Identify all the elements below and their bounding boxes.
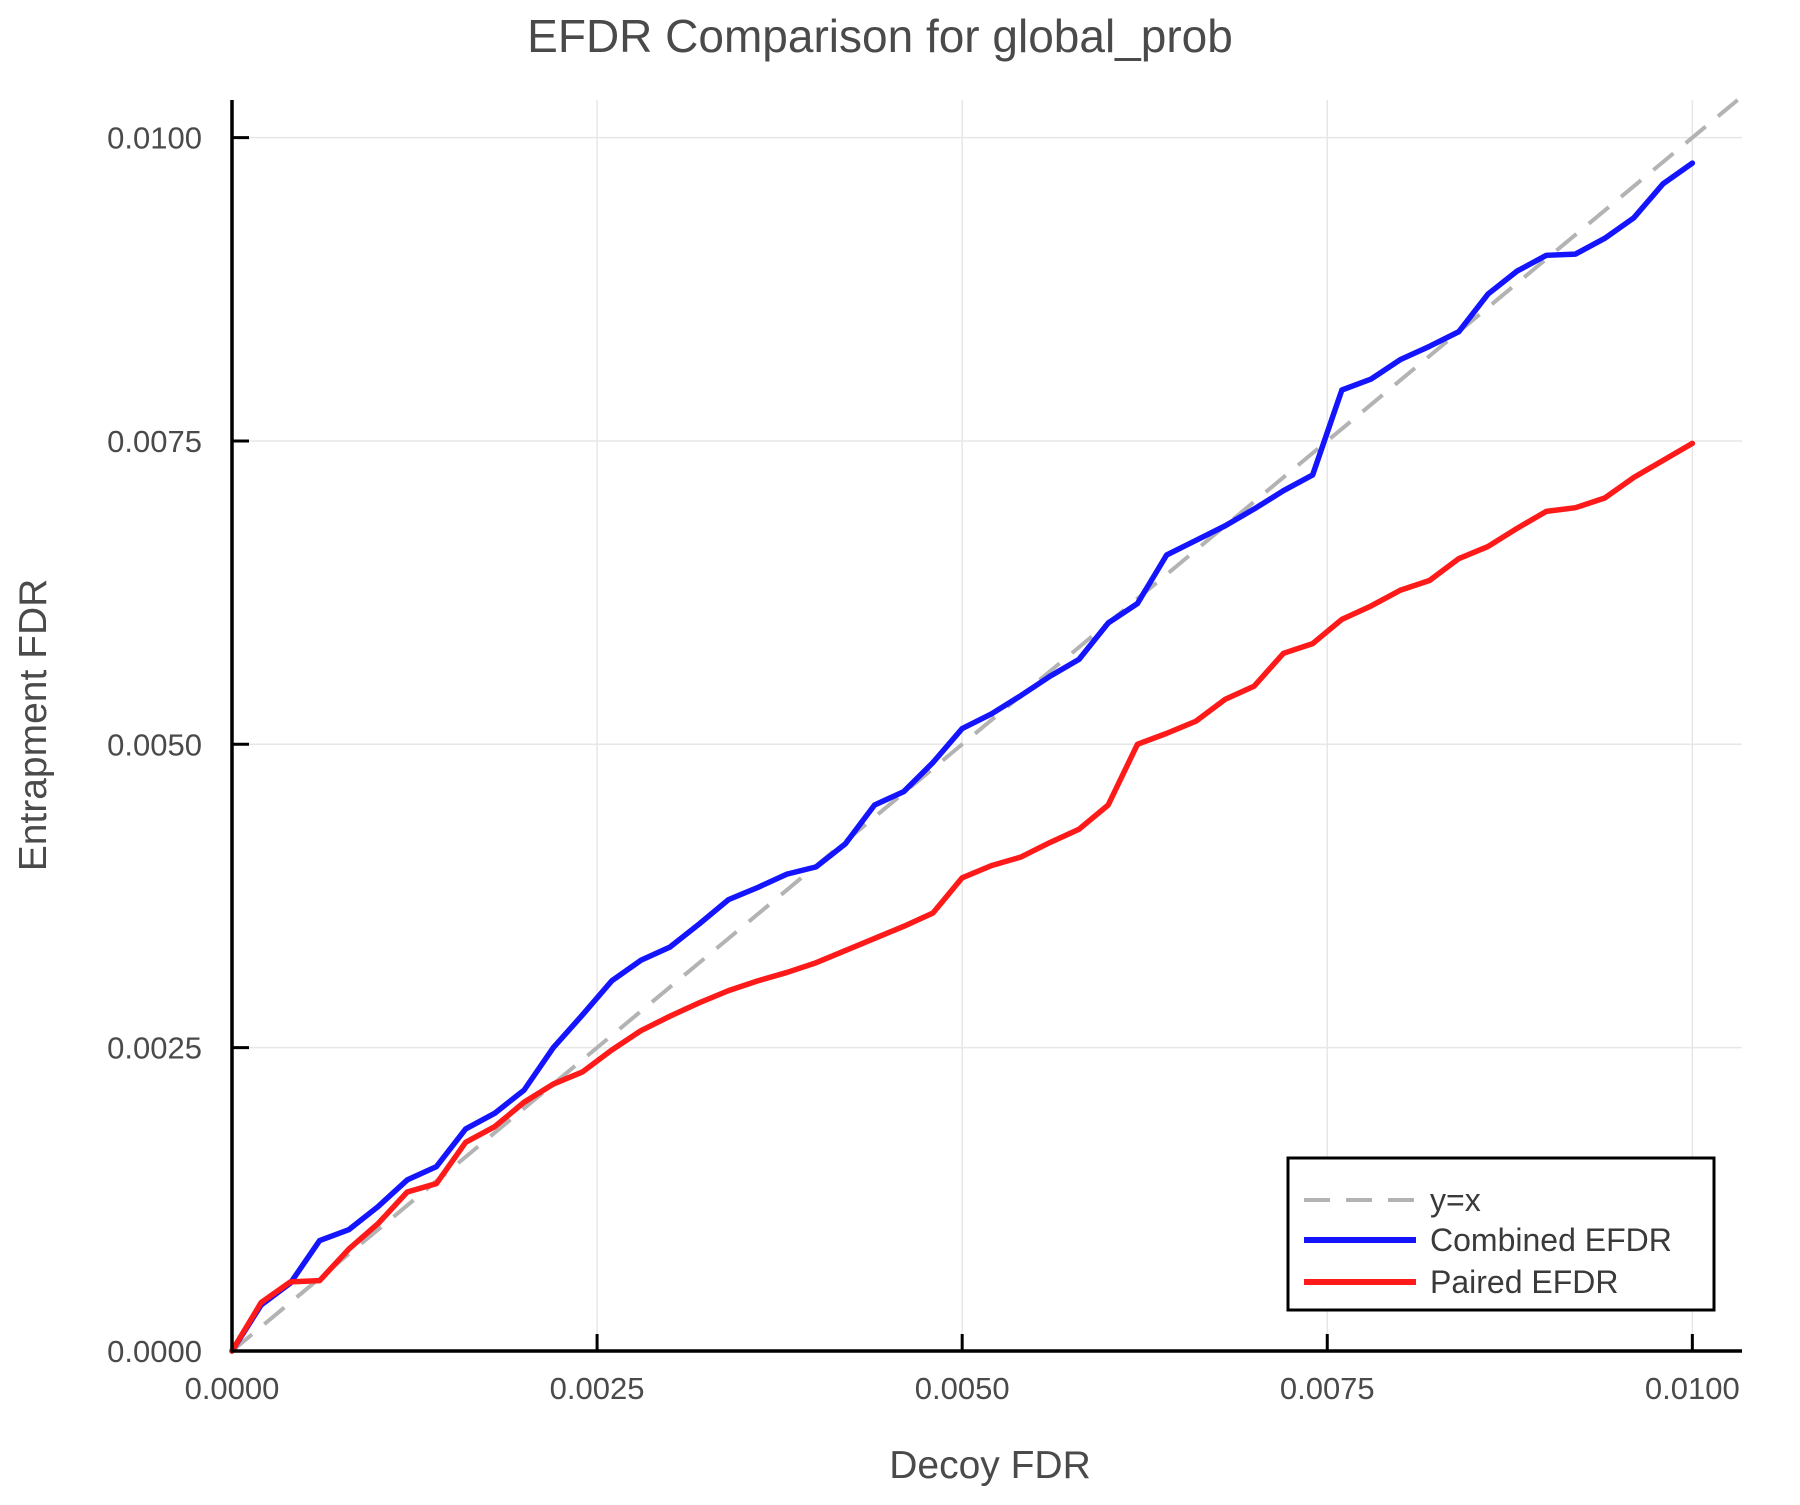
tick-mark-layer bbox=[230, 136, 1694, 1353]
y-axis-label: Entrapment FDR bbox=[12, 579, 55, 872]
legend: y=x Combined EFDR Paired EFDR bbox=[1286, 1156, 1716, 1312]
legend-label-yx: y=x bbox=[1430, 1182, 1481, 1218]
y-tick-label: 0.0075 bbox=[107, 424, 202, 459]
x-tick-label: 0.0100 bbox=[1645, 1371, 1740, 1406]
x-tick-label: 0.0075 bbox=[1280, 1371, 1375, 1406]
reference-line-y-equals-x bbox=[230, 98, 1739, 1353]
x-tick-label: 0.0050 bbox=[915, 1371, 1010, 1406]
chart-title: EFDR Comparison for global_prob bbox=[527, 10, 1233, 62]
x-axis-label: Decoy FDR bbox=[889, 1444, 1091, 1487]
y-tick-label: 0.0025 bbox=[107, 1031, 202, 1066]
legend-label-combined-efdr: Combined EFDR bbox=[1430, 1222, 1672, 1258]
reference-line-layer bbox=[230, 98, 1739, 1353]
x-tick-label: 0.0000 bbox=[185, 1371, 280, 1406]
x-tick-label: 0.0025 bbox=[550, 1371, 645, 1406]
grid-layer bbox=[232, 100, 1742, 1351]
axis-spine-layer bbox=[230, 100, 1742, 1353]
tick-label-layer: 0.0000 0.0025 0.0050 0.0075 0.0100 0.0000 0.00… bbox=[107, 121, 1740, 1406]
y-tick-label: 0.0000 bbox=[107, 1334, 202, 1369]
series-line-paired-efdr bbox=[229, 440, 1696, 1354]
y-tick-label: 0.0100 bbox=[107, 121, 202, 156]
series-line-combined-efdr bbox=[229, 160, 1696, 1354]
legend-label-paired-efdr: Paired EFDR bbox=[1430, 1264, 1619, 1300]
series-layer bbox=[229, 160, 1696, 1354]
y-tick-label: 0.0050 bbox=[107, 727, 202, 762]
